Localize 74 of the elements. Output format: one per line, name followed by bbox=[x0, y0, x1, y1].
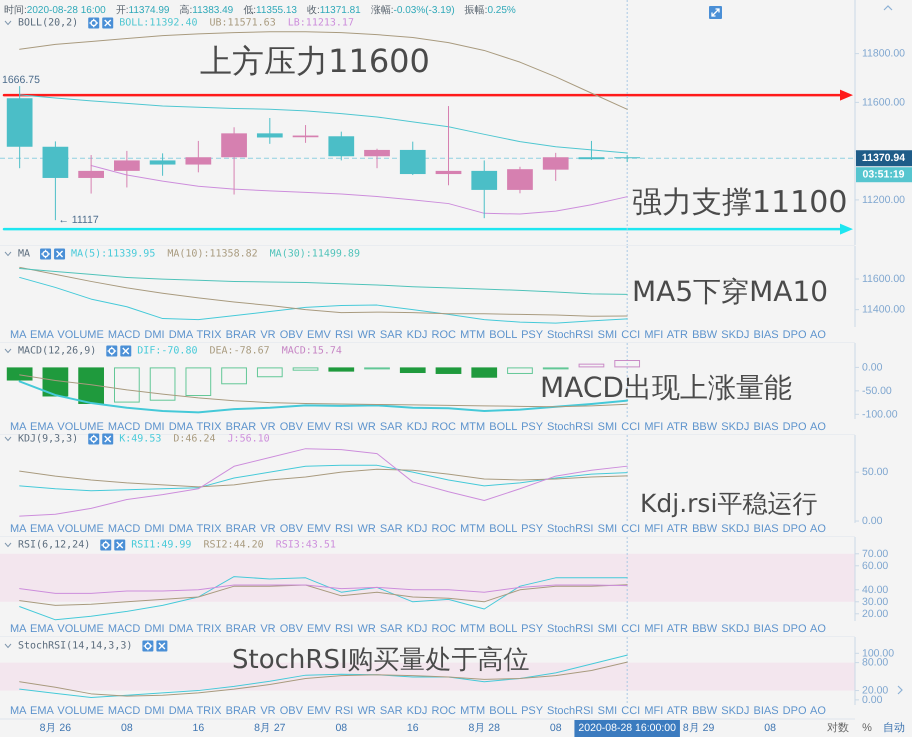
x-tick-label: 08 bbox=[550, 722, 562, 734]
legend-title: StochRSI(14,14,3,3) bbox=[18, 640, 132, 652]
y-tick-label: 100.00 bbox=[862, 647, 894, 660]
annotation: 时间:2020-08-28 16:00 bbox=[4, 4, 106, 16]
annotation: MA5下穿MA10 bbox=[632, 275, 828, 308]
text: DEA:-78.67 bbox=[210, 346, 270, 356]
x-tick-label: 08 bbox=[121, 722, 133, 734]
x-tick-label: 08 bbox=[335, 722, 348, 734]
x-tick-label: 8月 26 bbox=[40, 722, 72, 734]
text: RSI2:44.20 bbox=[203, 540, 264, 550]
annotation: ← 11117 bbox=[58, 214, 99, 226]
legend-title: RSI(6,12,24) bbox=[18, 540, 90, 550]
ref-line-label: 2020-08-28 16:00:00 bbox=[578, 722, 676, 734]
legend-title: KDJ(9,3,3) bbox=[18, 434, 78, 444]
annotation: 低:11355.13 bbox=[243, 4, 298, 16]
y-tick-label: 50.00 bbox=[862, 466, 888, 478]
text: BOLL:11392.40 bbox=[119, 18, 198, 28]
y-tick-label: 11200.00 bbox=[862, 194, 906, 206]
y-tick-label: 80.00 bbox=[862, 656, 888, 669]
text: MA EMA VOLUME MACD DMI DMA TRIX BRAR VR OBV EMV RSI WR SAR KDJ ROC MTM BOLL PSY StochRSI SMI CCI MFI ATR BBW SKDJ BIAS DPO AO bbox=[10, 329, 826, 341]
text: 03:51:19 bbox=[862, 168, 905, 181]
annotation: Kdj.rsi平稳运行 bbox=[640, 489, 818, 518]
y-tick-label: -50.00 bbox=[862, 384, 892, 397]
annotation: 振幅:0.25% bbox=[464, 4, 516, 16]
annotation: 收:11371.81 bbox=[307, 4, 362, 16]
y-tick-label: 20.00 bbox=[862, 608, 888, 620]
text: MA(5):11339.95 bbox=[71, 248, 156, 260]
y-tick-label: 11400.00 bbox=[862, 304, 906, 316]
series-label: MACD:15.74 bbox=[282, 346, 342, 356]
x-tick-label: 8月 28 bbox=[468, 722, 500, 734]
text: MA(30):11499.89 bbox=[270, 248, 360, 260]
x-tick-label: 16 bbox=[406, 722, 419, 734]
y-tick-label: 11800.00 bbox=[862, 48, 906, 60]
annotation: MACD出现上涨量能 bbox=[540, 371, 792, 404]
text: RSI3:43.51 bbox=[276, 540, 336, 550]
legend-title: MA bbox=[18, 248, 30, 260]
y-tick-label: 40.00 bbox=[862, 584, 888, 596]
annotation: StochRSI购买量处于高位 bbox=[232, 645, 530, 675]
y-tick-label: 11600.00 bbox=[862, 96, 906, 108]
y-tick-label: 11600.00 bbox=[862, 272, 906, 285]
text: MA EMA VOLUME MACD DMI DMA TRIX BRAR VR OBV EMV RSI WR SAR KDJ ROC MTM BOLL PSY StochRSI SMI CCI MFI ATR BBW SKDJ BIAS DPO AO bbox=[10, 623, 826, 635]
annotation: 强力支撑11100 bbox=[632, 185, 848, 220]
annotation: 涨幅:-0.03%(-3.19) bbox=[370, 4, 455, 16]
x-tick-label: 8月 29 bbox=[682, 722, 715, 734]
text: MA EMA VOLUME MACD DMI DMA TRIX BRAR VR OBV EMV RSI WR SAR KDJ ROC MTM BOLL PSY StochRSI SMI CCI MFI ATR BBW SKDJ BIAS DPO AO bbox=[10, 421, 826, 433]
text: LB:11213.17 bbox=[288, 18, 354, 28]
x-tick-label: 16 bbox=[192, 722, 204, 734]
annotation: 上方压力11600 bbox=[200, 42, 430, 80]
text: 自动 bbox=[883, 722, 905, 734]
text: K:49.53 bbox=[119, 434, 162, 444]
y-tick-label: 0.00 bbox=[862, 361, 883, 374]
text: % bbox=[862, 722, 872, 734]
text: D:46.24 bbox=[173, 434, 216, 444]
series-label: UB:11571.63 bbox=[210, 18, 276, 28]
x-tick-label: 08 bbox=[764, 722, 776, 734]
text: RSI1:49.99 bbox=[131, 540, 192, 550]
legend-title: BOLL(20,2) bbox=[18, 18, 78, 28]
series-label: J:56.10 bbox=[228, 434, 270, 444]
text: MA EMA VOLUME MACD DMI DMA TRIX BRAR VR OBV EMV RSI WR SAR KDJ ROC MTM BOLL PSY StochRSI SMI CCI MFI ATR BBW SKDJ BIAS DPO AO bbox=[10, 705, 826, 717]
legend-title: MACD(12,26,9) bbox=[18, 346, 96, 356]
y-tick-label: 70.00 bbox=[862, 548, 888, 560]
annotation: MA EMA VOLUME MACD DMI DMA TRIX BRAR VR OBV EMV RSI WR SAR KDJ ROC MTM BOLL PSY StochRSI SMI CCI MFI ATR BBW SKDJ BIAS DPO AO bbox=[10, 523, 826, 535]
y-tick-label: 0.00 bbox=[862, 515, 883, 528]
y-tick-label: 60.00 bbox=[862, 560, 888, 572]
y-tick-label: -100.00 bbox=[862, 408, 898, 420]
x-tick-label: 8月 27 bbox=[254, 722, 286, 734]
annotation: 开:11374.99 bbox=[116, 4, 170, 16]
annotation: 1666.75 bbox=[2, 74, 40, 86]
annotation: 高:11383.49 bbox=[180, 4, 234, 16]
text: MA(10):11358.82 bbox=[167, 248, 258, 260]
text: 11370.94 bbox=[862, 152, 906, 164]
text: DIF:-70.80 bbox=[137, 346, 198, 356]
y-tick-label: 30.00 bbox=[862, 596, 888, 608]
text: 对数 bbox=[827, 721, 849, 734]
